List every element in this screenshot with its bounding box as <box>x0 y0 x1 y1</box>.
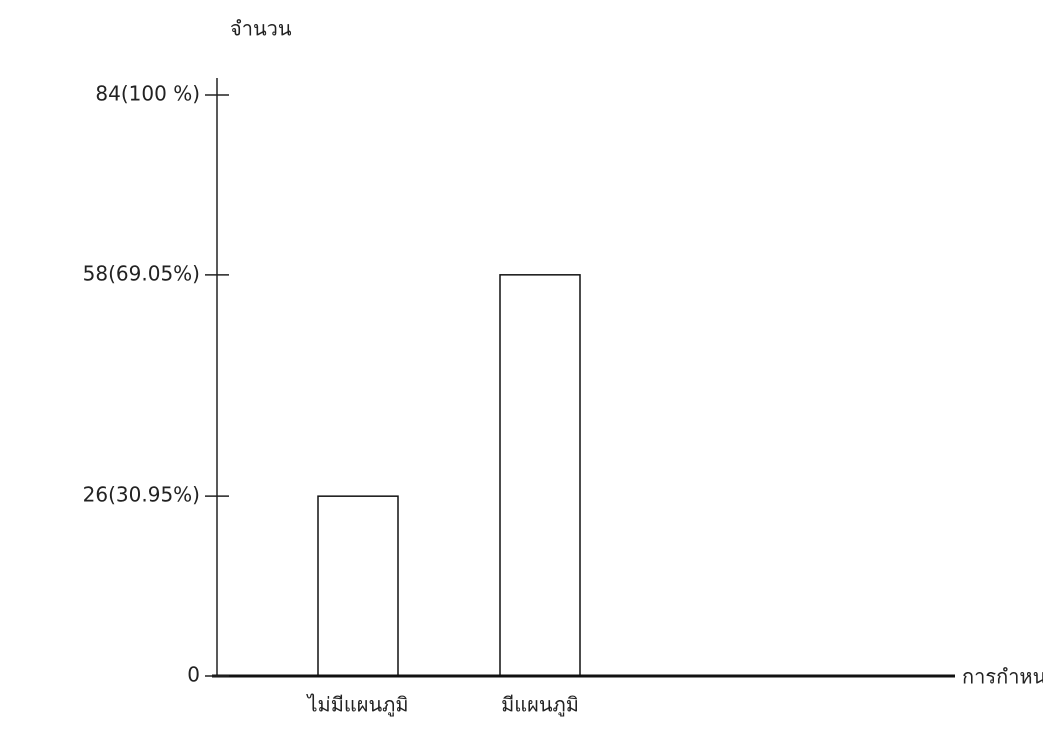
y-tick-label: 58(69.05%) <box>83 261 200 285</box>
x-tick-label: ไม่มีแผนภูมิ <box>305 693 408 718</box>
bar <box>317 495 399 677</box>
x-axis-label: การกำหนดแผนภูมิ <box>962 665 1043 690</box>
y-tick-label: 0 <box>187 663 200 687</box>
bar <box>499 274 581 677</box>
y-tick-label: 26(30.95%) <box>83 483 200 507</box>
y-tick-label: 84(100 %) <box>95 82 200 106</box>
x-tick-label: มีแผนภูมิ <box>501 693 579 718</box>
y-axis-label: จำนวน <box>230 17 292 41</box>
